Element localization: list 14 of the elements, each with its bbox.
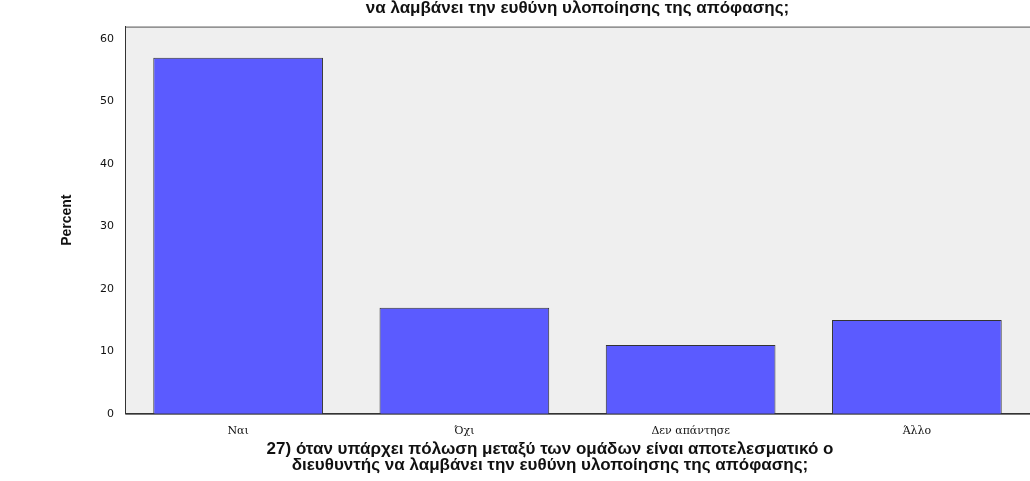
y-tick-label: 60	[100, 31, 114, 45]
y-tick-label: 10	[100, 344, 114, 358]
y-tick-label: 30	[100, 219, 114, 233]
x-tick-label: Δεν απάντησε	[651, 424, 731, 438]
x-tick-label: Ναι	[227, 424, 249, 438]
y-tick-label: 40	[100, 156, 114, 170]
x-axis-title: 27) όταν υπάρχει πόλωση μεταξύ των ομάδων είναι αποτελεσματικό ο διευθυντής να λαμβάνει την ευθύνη υλοποίησης της απόφασης;	[265, 439, 835, 474]
y-tick-label: 20	[100, 281, 114, 295]
y-tick-label: 50	[100, 94, 114, 108]
chart-title: να λαμβάνει την ευθύνη υλοποίησης της απόφασης;	[364, 0, 791, 17]
y-axis-title: Percent	[58, 194, 75, 246]
y-tick-label: 0	[107, 406, 114, 420]
x-tick-label: Όχι	[454, 424, 475, 438]
x-tick-label: Άλλο	[901, 424, 932, 438]
